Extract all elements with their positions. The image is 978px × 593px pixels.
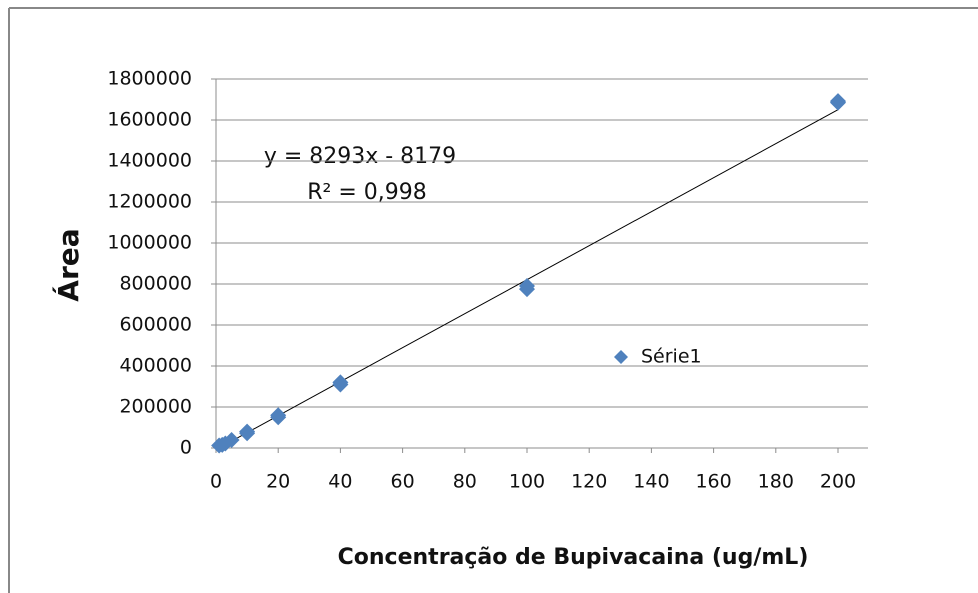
x-tick-label: 180	[758, 471, 794, 493]
y-tick-label: 1200000	[107, 191, 192, 213]
y-tick-label: 1000000	[107, 232, 192, 254]
data-point	[519, 278, 535, 295]
y-tick-label: 1400000	[107, 150, 192, 172]
data-point	[239, 423, 256, 440]
data-point	[332, 374, 349, 391]
y-tick-label: 0	[180, 437, 192, 459]
x-tick-label: 0	[210, 471, 222, 493]
x-tick-label: 60	[391, 471, 415, 493]
x-tick-label: 20	[266, 471, 290, 493]
legend-marker	[614, 350, 628, 364]
data-point	[270, 407, 287, 424]
x-tick-label: 160	[695, 471, 731, 493]
r-squared: R² = 0,998	[307, 180, 427, 205]
y-tick-label: 200000	[119, 396, 192, 418]
x-axis-label: Concentração de Bupivacaina (ug/mL)	[338, 545, 809, 570]
x-tick-label: 80	[453, 471, 477, 493]
trendline	[218, 109, 839, 449]
y-tick-label: 800000	[119, 273, 192, 295]
x-tick-label: 140	[633, 471, 669, 493]
trend-equation: y = 8293x - 8179	[264, 144, 456, 169]
y-tick-label: 1600000	[107, 109, 192, 131]
y-axis-label: Área	[51, 228, 85, 301]
y-tick-label: 600000	[119, 314, 192, 336]
x-tick-label: 40	[328, 471, 352, 493]
data-point	[830, 93, 846, 110]
x-tick-label: 100	[509, 471, 545, 493]
y-tick-label: 1800000	[107, 68, 192, 90]
x-tick-label: 200	[820, 471, 856, 493]
x-tick-label: 120	[571, 471, 607, 493]
legend-label: Série1	[641, 346, 702, 368]
data-point	[223, 432, 240, 449]
y-tick-label: 400000	[119, 355, 192, 377]
